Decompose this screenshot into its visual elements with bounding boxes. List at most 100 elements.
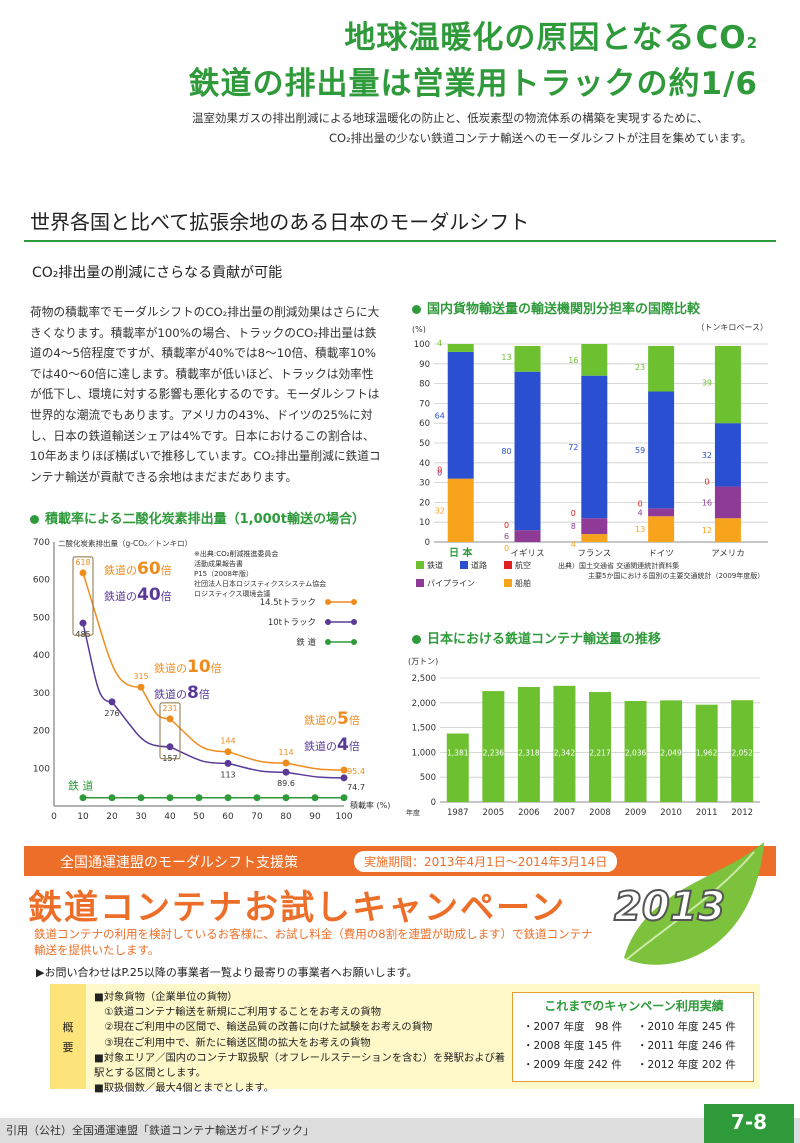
y-tick-label: 60 <box>419 419 430 429</box>
legend-marker <box>351 619 357 625</box>
x-tick-label: 100 <box>335 812 352 822</box>
y-axis-title: (万トン) <box>408 657 438 666</box>
y-tick-label: 1,000 <box>412 748 436 758</box>
bullet-icon <box>412 635 421 644</box>
bar-segment <box>648 508 675 517</box>
segment-label: 12 <box>702 526 712 535</box>
footer-citation: 引用（公社）全国通運連盟「鉄道コンテナ輸送ガイドブック」 <box>6 1124 314 1137</box>
data-point <box>340 794 348 802</box>
data-point <box>108 698 116 706</box>
bar-segment <box>447 344 474 352</box>
segment-label: 72 <box>568 443 578 452</box>
legend-swatch <box>504 579 512 587</box>
outline-item: ①鉄道コンテナ輸送を新規にご利用することをお考えの貨物 <box>94 1006 382 1019</box>
data-point <box>166 715 174 723</box>
outline-label: 概要 <box>50 984 86 1089</box>
chart-title-modal-share: 国内貨物輸送量の輸送機関別分担率の国際比較 <box>412 298 700 317</box>
data-point <box>108 794 116 802</box>
multiplier-annotation: 鉄道の60倍 <box>104 559 172 579</box>
data-label: 89.6 <box>277 779 295 788</box>
data-point <box>224 748 232 756</box>
segment-label: 13 <box>635 525 645 534</box>
bar-segment <box>447 478 474 542</box>
data-point <box>282 794 290 802</box>
campaign-period-badge: 実施期間：2013年4月1日～2014年3月14日 <box>354 851 618 872</box>
bar-label: 2,236 <box>483 748 505 757</box>
data-point <box>311 794 319 802</box>
segment-label: 0 <box>504 521 509 530</box>
bar-segment <box>581 534 608 542</box>
category-label: 2006 <box>518 808 540 818</box>
segment-label: 39 <box>702 379 712 388</box>
bar <box>589 692 611 802</box>
legend-swatch <box>416 561 424 569</box>
segment-label: 4 <box>571 540 576 549</box>
campaign-contact: ▶お問い合わせはP.25以降の事業者一覧より最寄りの事業者へお願いします。 <box>36 966 418 979</box>
data-label: 276 <box>104 709 119 718</box>
result-item: ・2011 年度 246 件 <box>637 1040 736 1052</box>
segment-label: 16 <box>568 356 578 365</box>
data-point <box>79 794 87 802</box>
bar <box>624 701 647 802</box>
chart-source: ※出典:CO₂削減推進委員会活動成果報告書 P15（2008年版）社団法人日本ロジ… <box>194 549 326 598</box>
bullet-icon <box>412 305 421 314</box>
bar-segment <box>648 516 675 542</box>
segment-label: 23 <box>635 363 645 372</box>
category-label: 2012 <box>731 808 753 818</box>
data-label: 113 <box>220 770 235 779</box>
segment-label: 0 <box>437 466 442 475</box>
y-tick-label: 40 <box>419 459 430 469</box>
segment-label: 6 <box>504 532 509 541</box>
data-label: 74.7 <box>347 783 365 792</box>
bar <box>517 687 540 802</box>
bar-label: 2,052 <box>731 748 753 757</box>
category-label: 2008 <box>589 808 611 818</box>
results-title: これまでのキャンペーン利用実績 <box>544 999 724 1013</box>
campaign-banner-title: 全国通運連盟のモーダルシフト支援策 <box>60 855 298 871</box>
result-item: ・2009 年度 242 件 <box>523 1059 622 1071</box>
segment-label: 4 <box>437 339 442 348</box>
bar-label: 2,342 <box>554 748 576 757</box>
category-label: 2007 <box>554 808 576 818</box>
data-label: 618 <box>75 558 90 567</box>
bar-label: 1,381 <box>447 748 469 757</box>
bar <box>695 704 718 802</box>
bar-label: 2,049 <box>660 748 682 757</box>
chart-title-container-volume: 日本における鉄道コンテナ輸送量の推移 <box>412 628 661 647</box>
y-tick-label: 80 <box>419 380 430 390</box>
outline-item: ②現在ご利用中の区間で、輸送品質の改善に向けた試験をお考えの貨物 <box>94 1021 433 1034</box>
bar-segment <box>514 530 541 542</box>
y-tick-label: 20 <box>419 498 430 508</box>
legend-swatch <box>460 561 468 569</box>
legend-marker <box>351 639 357 645</box>
bar-segment <box>581 375 608 519</box>
segment-label: 0 <box>638 499 643 508</box>
bar <box>482 691 505 802</box>
data-point <box>253 794 261 802</box>
legend-label: 船舶 <box>515 578 531 588</box>
legend-label: 航空 <box>515 560 531 570</box>
x-tick-label: 0 <box>51 812 57 822</box>
legend-label: 道路 <box>471 560 487 570</box>
category-label: 1987 <box>447 808 469 818</box>
leaf-icon <box>624 842 764 965</box>
campaign-description: 鉄道コンテナの利用を検討しているお客様に、お試し料金（費用の8割を連盟が助成しま… <box>34 927 593 957</box>
section-subheading: CO₂排出量の削減にさらなる貢献が可能 <box>32 265 283 281</box>
legend-label: 鉄道 <box>427 560 443 570</box>
legend-marker <box>325 639 331 645</box>
unit-label: （トンキロベース） <box>696 323 768 332</box>
segment-label: 32 <box>435 506 445 515</box>
x-tick-label: 80 <box>280 812 292 822</box>
bar-label: 2,217 <box>589 748 611 757</box>
data-point <box>224 759 232 767</box>
category-label: イギリス <box>511 549 545 559</box>
data-point <box>340 766 348 774</box>
data-point <box>79 569 87 577</box>
campaign-results-box: これまでのキャンペーン利用実績 ・2007 年度 98 件 ・2010 年度 24… <box>512 992 754 1082</box>
segment-label: 13 <box>501 353 511 362</box>
results-grid: ・2007 年度 98 件 ・2010 年度 245 件・2008 年度 145 … <box>523 1019 751 1072</box>
section-divider <box>24 240 776 242</box>
segment-label: 4 <box>638 508 643 517</box>
category-label: ドイツ <box>648 549 674 559</box>
section-heading: 世界各国と比べて拡張余地のある日本のモーダルシフト <box>30 210 530 234</box>
